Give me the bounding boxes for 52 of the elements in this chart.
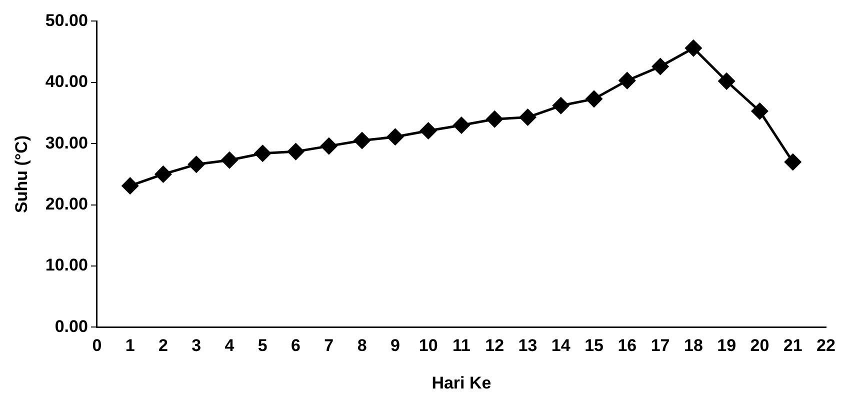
x-tick-label: 22 bbox=[816, 336, 836, 356]
point bbox=[453, 116, 470, 134]
x-tick-label: 14 bbox=[551, 336, 571, 356]
point bbox=[652, 58, 669, 75]
x-tick-label: 5 bbox=[258, 336, 268, 356]
point bbox=[784, 154, 802, 170]
point bbox=[685, 40, 702, 56]
point bbox=[718, 72, 735, 90]
x-tick-label: 12 bbox=[485, 336, 504, 356]
x-tick-label: 7 bbox=[324, 336, 334, 356]
x-tick-label: 16 bbox=[618, 336, 637, 356]
y-tick-label: 10.00 bbox=[45, 256, 88, 275]
point bbox=[486, 110, 503, 128]
point bbox=[254, 145, 271, 162]
point bbox=[552, 97, 570, 114]
x-axis-title: Hari Ke bbox=[432, 373, 492, 392]
point bbox=[520, 109, 536, 126]
x-tick-label: 13 bbox=[518, 336, 538, 356]
x-tick-label: 21 bbox=[783, 336, 802, 356]
x-tick-label: 15 bbox=[584, 336, 604, 356]
x-tick-label: 2 bbox=[158, 336, 168, 356]
point bbox=[320, 138, 338, 154]
point bbox=[221, 152, 238, 168]
x-tick-label: 17 bbox=[650, 336, 670, 356]
y-tick-label: 40.00 bbox=[45, 72, 88, 92]
x-tick-label: 6 bbox=[291, 336, 301, 356]
y-tick-label: 30.00 bbox=[45, 133, 88, 152]
x-tick-label: 10 bbox=[418, 336, 438, 356]
x-tick-label: 1 bbox=[125, 336, 135, 356]
x-tick-label: 4 bbox=[224, 336, 235, 356]
point bbox=[386, 128, 404, 146]
x-tick-label: 3 bbox=[192, 336, 202, 356]
y-tick-label: 50.00 bbox=[45, 10, 88, 30]
point bbox=[420, 122, 437, 139]
point bbox=[586, 90, 602, 108]
x-tick-label: 9 bbox=[390, 336, 400, 356]
y-tick-label: 0.00 bbox=[54, 316, 88, 336]
point bbox=[354, 132, 370, 149]
x-tick-label: 11 bbox=[452, 336, 470, 356]
point bbox=[618, 72, 636, 89]
x-tick-label: 0 bbox=[92, 336, 102, 356]
x-tick-label: 18 bbox=[684, 336, 703, 356]
y-axis-title: Suhu (°C) bbox=[12, 135, 31, 214]
point bbox=[288, 143, 304, 160]
y-tick-label: 20.00 bbox=[45, 194, 88, 214]
x-tick-label: 8 bbox=[357, 336, 367, 356]
point bbox=[154, 166, 172, 182]
point bbox=[751, 102, 768, 120]
x-tick-label: 19 bbox=[717, 336, 736, 356]
point bbox=[122, 178, 138, 194]
x-tick-label: 20 bbox=[750, 336, 770, 356]
point bbox=[188, 156, 205, 173]
